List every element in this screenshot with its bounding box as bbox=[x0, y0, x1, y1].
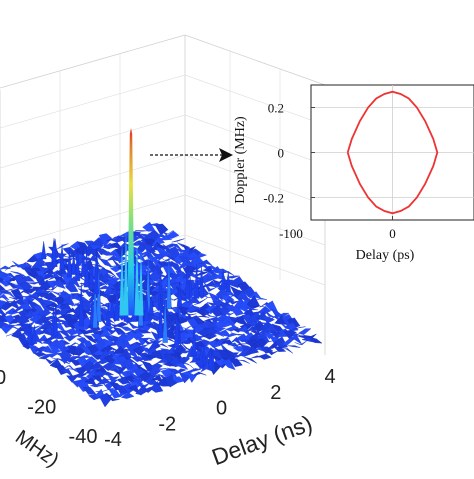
surface-3d-x-tick: 0 bbox=[216, 398, 227, 420]
inset-x-tick: -100 bbox=[279, 226, 303, 241]
surface-3d-peak bbox=[120, 128, 144, 316]
inset-chart: 0.2 0 -0.2 -100 0 Delay (ps) Doppler (MHz) bbox=[233, 85, 474, 263]
surface-3d-y-tick: -20 bbox=[27, 397, 56, 419]
inset-y-tick: -0.2 bbox=[263, 191, 284, 206]
surface-3d-y-label: MHz) bbox=[11, 426, 63, 471]
inset-y-tick: 0 bbox=[278, 146, 285, 161]
inset-y-tick: 0.2 bbox=[268, 101, 284, 116]
inset-y-label: Doppler (MHz) bbox=[233, 116, 248, 204]
inset-x-tick: 0 bbox=[389, 226, 396, 241]
surface-3d-x-tick: 2 bbox=[270, 382, 281, 404]
zoom-arrow bbox=[150, 148, 233, 162]
surface-3d-x-tick: 4 bbox=[324, 366, 335, 388]
surface-3d-y-tick: -40 bbox=[69, 426, 98, 448]
surface-3d bbox=[0, 222, 322, 407]
inset-x-label: Delay (ps) bbox=[356, 248, 415, 263]
surface-3d-y-tick: 0 bbox=[0, 367, 6, 389]
surface-3d-x-tick: -2 bbox=[158, 413, 176, 435]
surface-3d-x-tick: -4 bbox=[104, 429, 122, 451]
